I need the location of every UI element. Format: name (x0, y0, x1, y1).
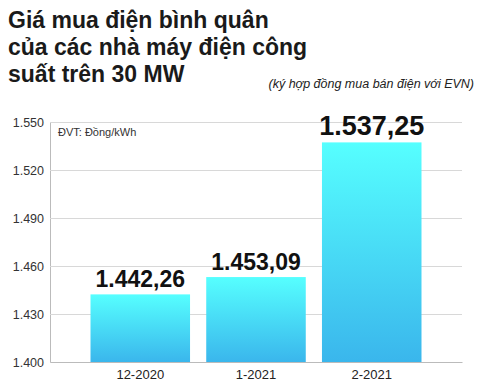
bar (91, 294, 191, 362)
data-label: 1.442,26 (96, 266, 186, 292)
subtitle: (ký hợp đồng mua bán điện với EVN) (269, 77, 475, 91)
bar (322, 142, 422, 362)
y-tick-label: 1.550 (13, 116, 44, 130)
y-axis: 1.400 1.430 1.460 1.490 1.520 1.550 (13, 116, 462, 370)
x-tick-label: 2-2021 (351, 367, 391, 382)
y-tick-label: 1.490 (13, 212, 44, 226)
grid-line (50, 362, 462, 363)
x-tick: 2-2021 (351, 362, 391, 382)
y-tick-label: 1.460 (13, 260, 44, 274)
data-labels: 1.442,26 1.453,09 1.537,25 (96, 111, 425, 292)
y-tick-label: 1.520 (13, 164, 44, 178)
chart: Giá mua điện bình quân của các nhà máy đ… (0, 0, 480, 389)
x-tick: 1-2021 (236, 362, 276, 382)
data-label: 1.453,09 (211, 249, 301, 275)
bars (91, 142, 422, 362)
y-tick-label: 1.430 (13, 308, 44, 322)
plot: 1.400 1.430 1.460 1.490 1.520 1.550 12-2020 1-2… (13, 111, 463, 382)
y-tick-label: 1.400 (13, 356, 44, 370)
x-axis: 12-2020 1-2021 2-2021 (51, 362, 463, 382)
x-tick-label: 1-2021 (236, 367, 276, 382)
x-axis-line (51, 362, 463, 363)
y-unit: ĐVT: Đồng/kWh (58, 126, 136, 138)
bar (206, 277, 306, 362)
x-tick: 12-2020 (116, 362, 164, 382)
y-axis-line (51, 123, 463, 363)
title: Giá mua điện bình quân của các nhà máy đ… (8, 7, 314, 87)
data-label: 1.537,25 (319, 111, 424, 141)
x-tick-label: 12-2020 (116, 367, 164, 382)
